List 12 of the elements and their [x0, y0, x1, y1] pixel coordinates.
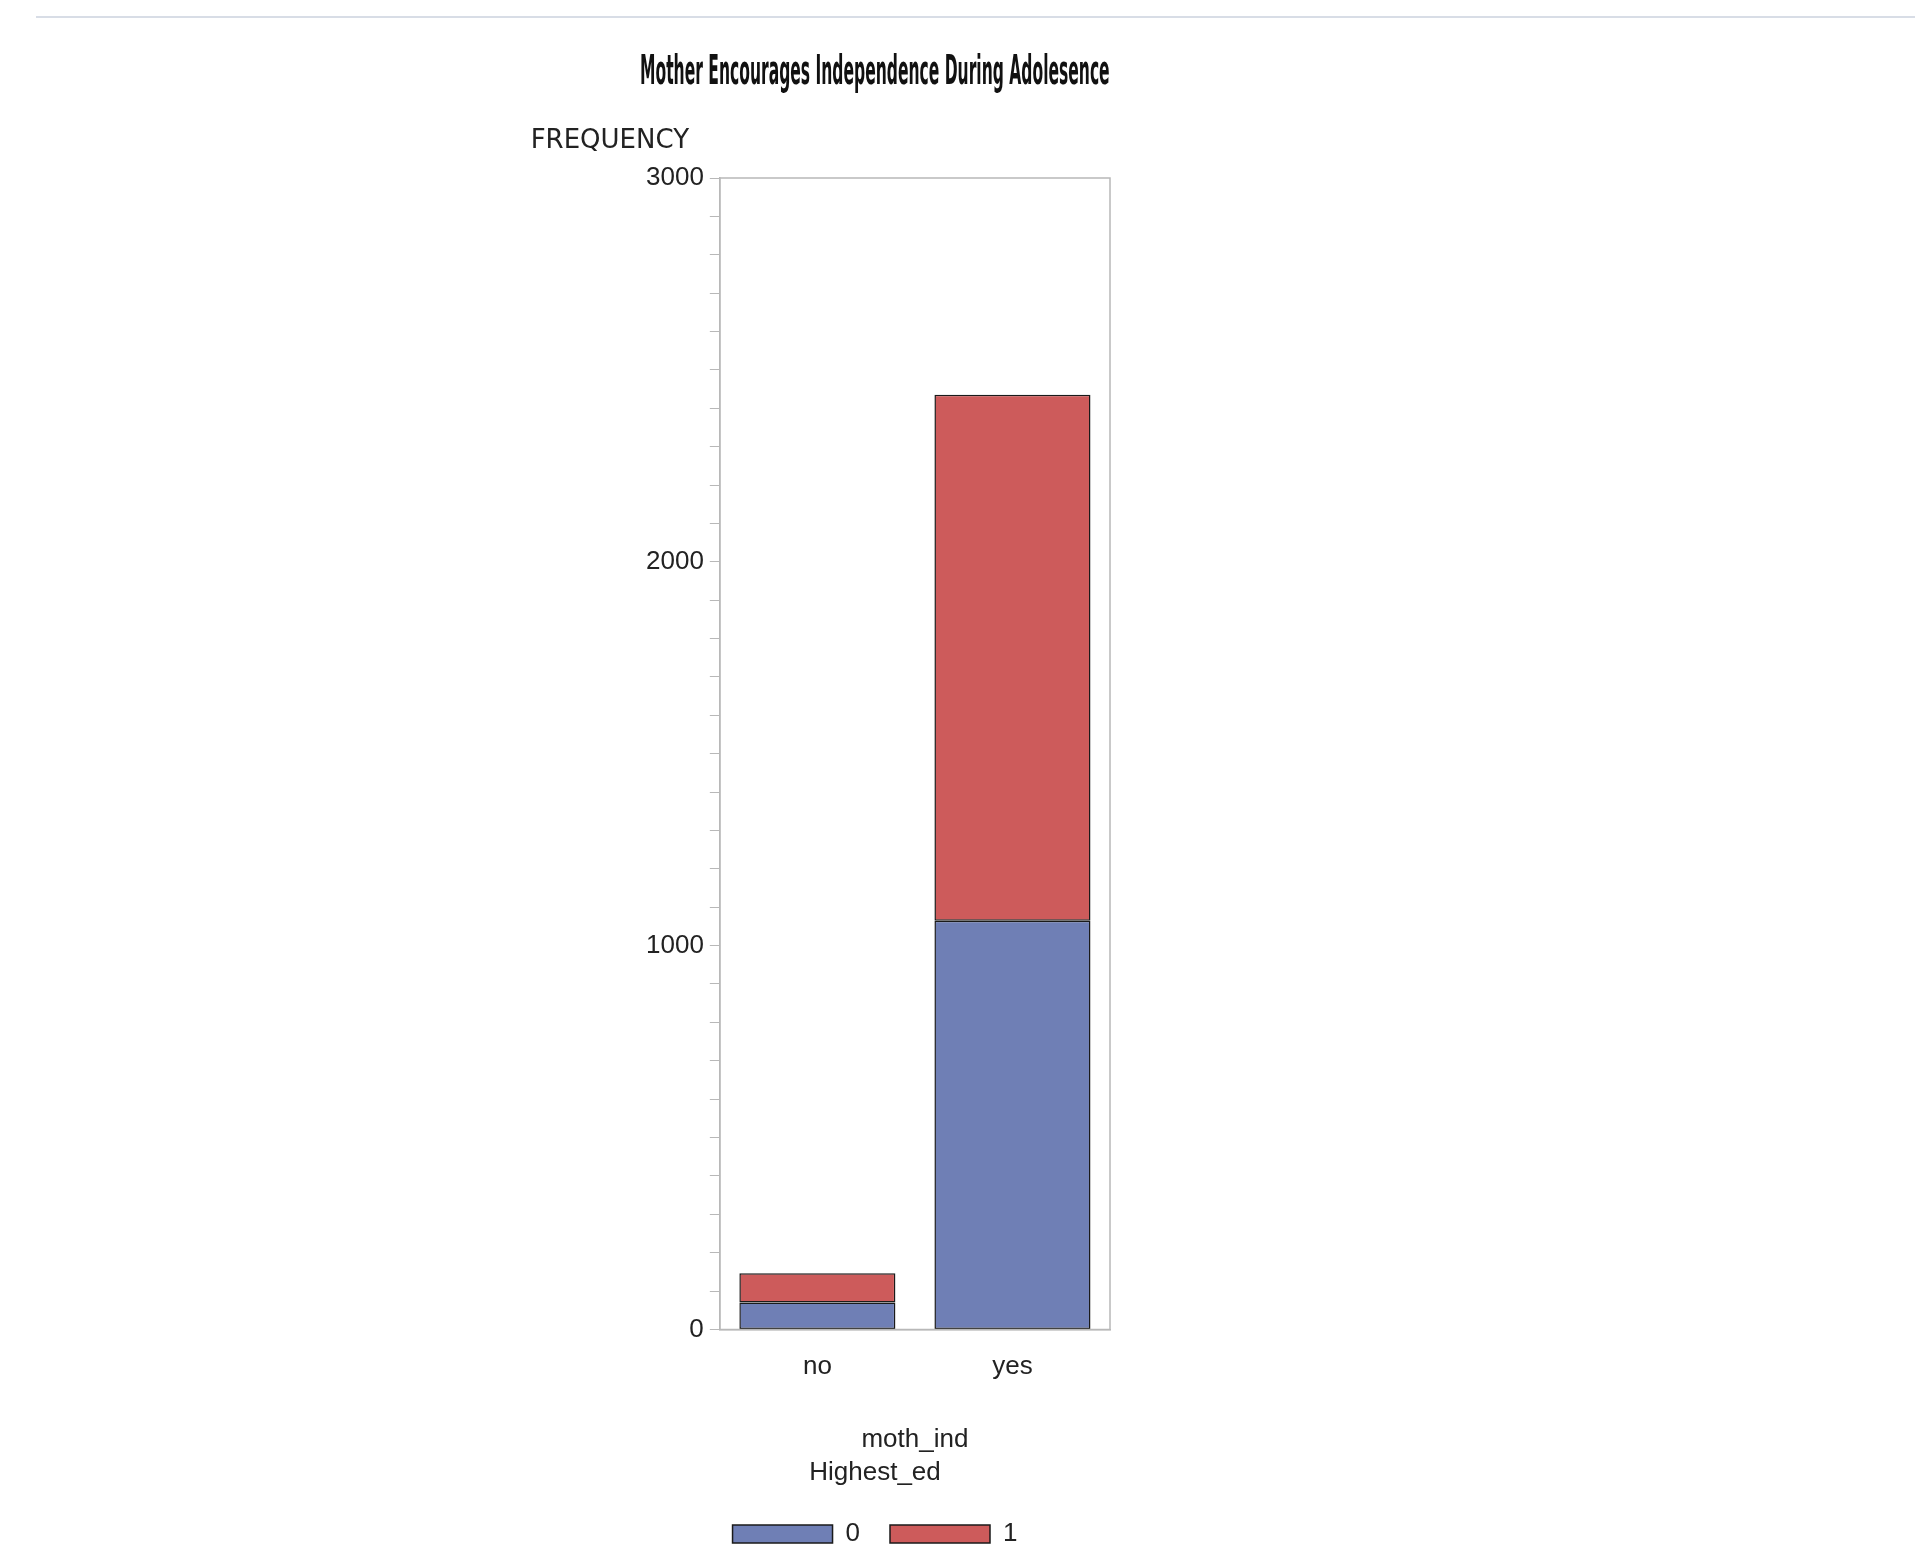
legend-label: 1: [1003, 1517, 1018, 1548]
x-axis-title: moth_ind: [861, 1423, 969, 1454]
y-tick-label: 2000: [646, 544, 704, 575]
legend-label: 0: [845, 1517, 861, 1548]
chart-title: Mother Encourages Independence During Adolesence: [640, 47, 1110, 94]
legend-title: Highest_ed: [809, 1455, 941, 1486]
y-tick-label: 3000: [646, 161, 704, 192]
y-tick-label: 0: [689, 1312, 704, 1343]
x-tick-label: no: [802, 1350, 832, 1381]
x-tick-label: yes: [992, 1350, 1033, 1381]
y-axis-title: FREQUENCY: [530, 123, 690, 154]
y-tick-label: 1000: [646, 928, 704, 959]
